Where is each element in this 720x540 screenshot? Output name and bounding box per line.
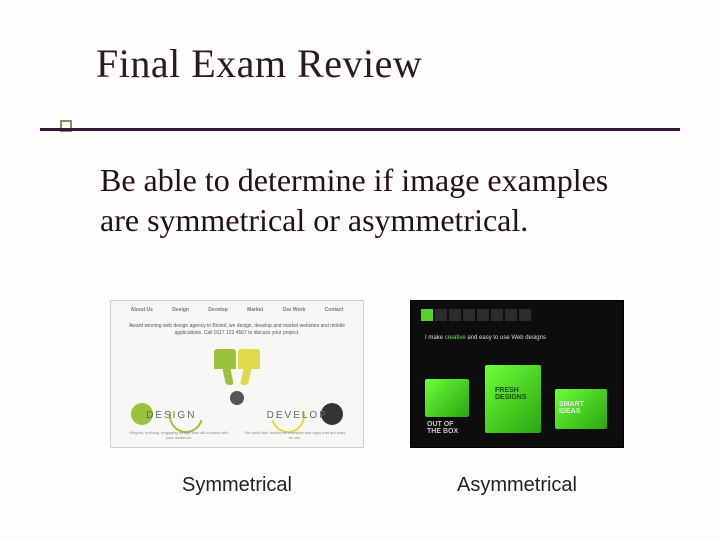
- caption-symmetrical: Symmetrical: [182, 474, 292, 497]
- sym-label-right: DEVELOP: [267, 410, 328, 421]
- body-text: Be able to determine if image examples a…: [100, 160, 640, 240]
- sym-nav-item: Contact: [325, 307, 344, 313]
- sym-center-button-icon: [230, 391, 244, 405]
- figure-symmetrical: About Us Design Develop Market Our Work …: [110, 300, 364, 497]
- sym-nav-item: Develop: [208, 307, 227, 313]
- asym-text-3: SMART IDEAS: [559, 401, 605, 416]
- thumb-symmetrical: About Us Design Develop Market Our Work …: [110, 300, 364, 448]
- slide-title: Final Exam Review: [96, 40, 422, 87]
- sym-nav-item: About Us: [131, 307, 153, 313]
- title-rule: [40, 128, 680, 131]
- sym-core-graphic: [111, 349, 363, 397]
- slide: Final Exam Review Be able to determine i…: [0, 0, 720, 540]
- sym-funnel-icon: [214, 349, 260, 389]
- asym-text-2: FRESH DESIGNS: [495, 387, 535, 402]
- asym-nav-squares: [421, 309, 561, 323]
- sym-sub-right: We build fast, functional websites and a…: [243, 431, 347, 441]
- sym-sub-left: Elegant, enticing, engaging design that …: [127, 431, 231, 441]
- caption-asymmetrical: Asymmetrical: [457, 474, 577, 497]
- figures-row: About Us Design Develop Market Our Work …: [110, 300, 650, 497]
- sym-label-left: DESIGN: [146, 410, 196, 421]
- figure-asymmetrical: I make creative and easy to use Web desi…: [410, 300, 624, 497]
- sym-nav-item: Our Work: [283, 307, 306, 313]
- sym-nav-item: Market: [247, 307, 263, 313]
- asym-tagline: I make creative and easy to use Web desi…: [425, 335, 546, 341]
- sym-sublabels: Elegant, enticing, engaging design that …: [121, 431, 353, 441]
- thumb-asymmetrical: I make creative and easy to use Web desi…: [410, 300, 624, 448]
- asym-text-1: OUT OF THE BOX: [427, 421, 461, 436]
- sym-tagline: Award winning web design agency in Brist…: [119, 323, 355, 336]
- asym-block-1: [425, 379, 469, 417]
- sym-labels: DESIGN DEVELOP: [111, 410, 363, 421]
- sym-nav: About Us Design Develop Market Our Work …: [111, 307, 363, 313]
- sym-nav-item: Design: [172, 307, 189, 313]
